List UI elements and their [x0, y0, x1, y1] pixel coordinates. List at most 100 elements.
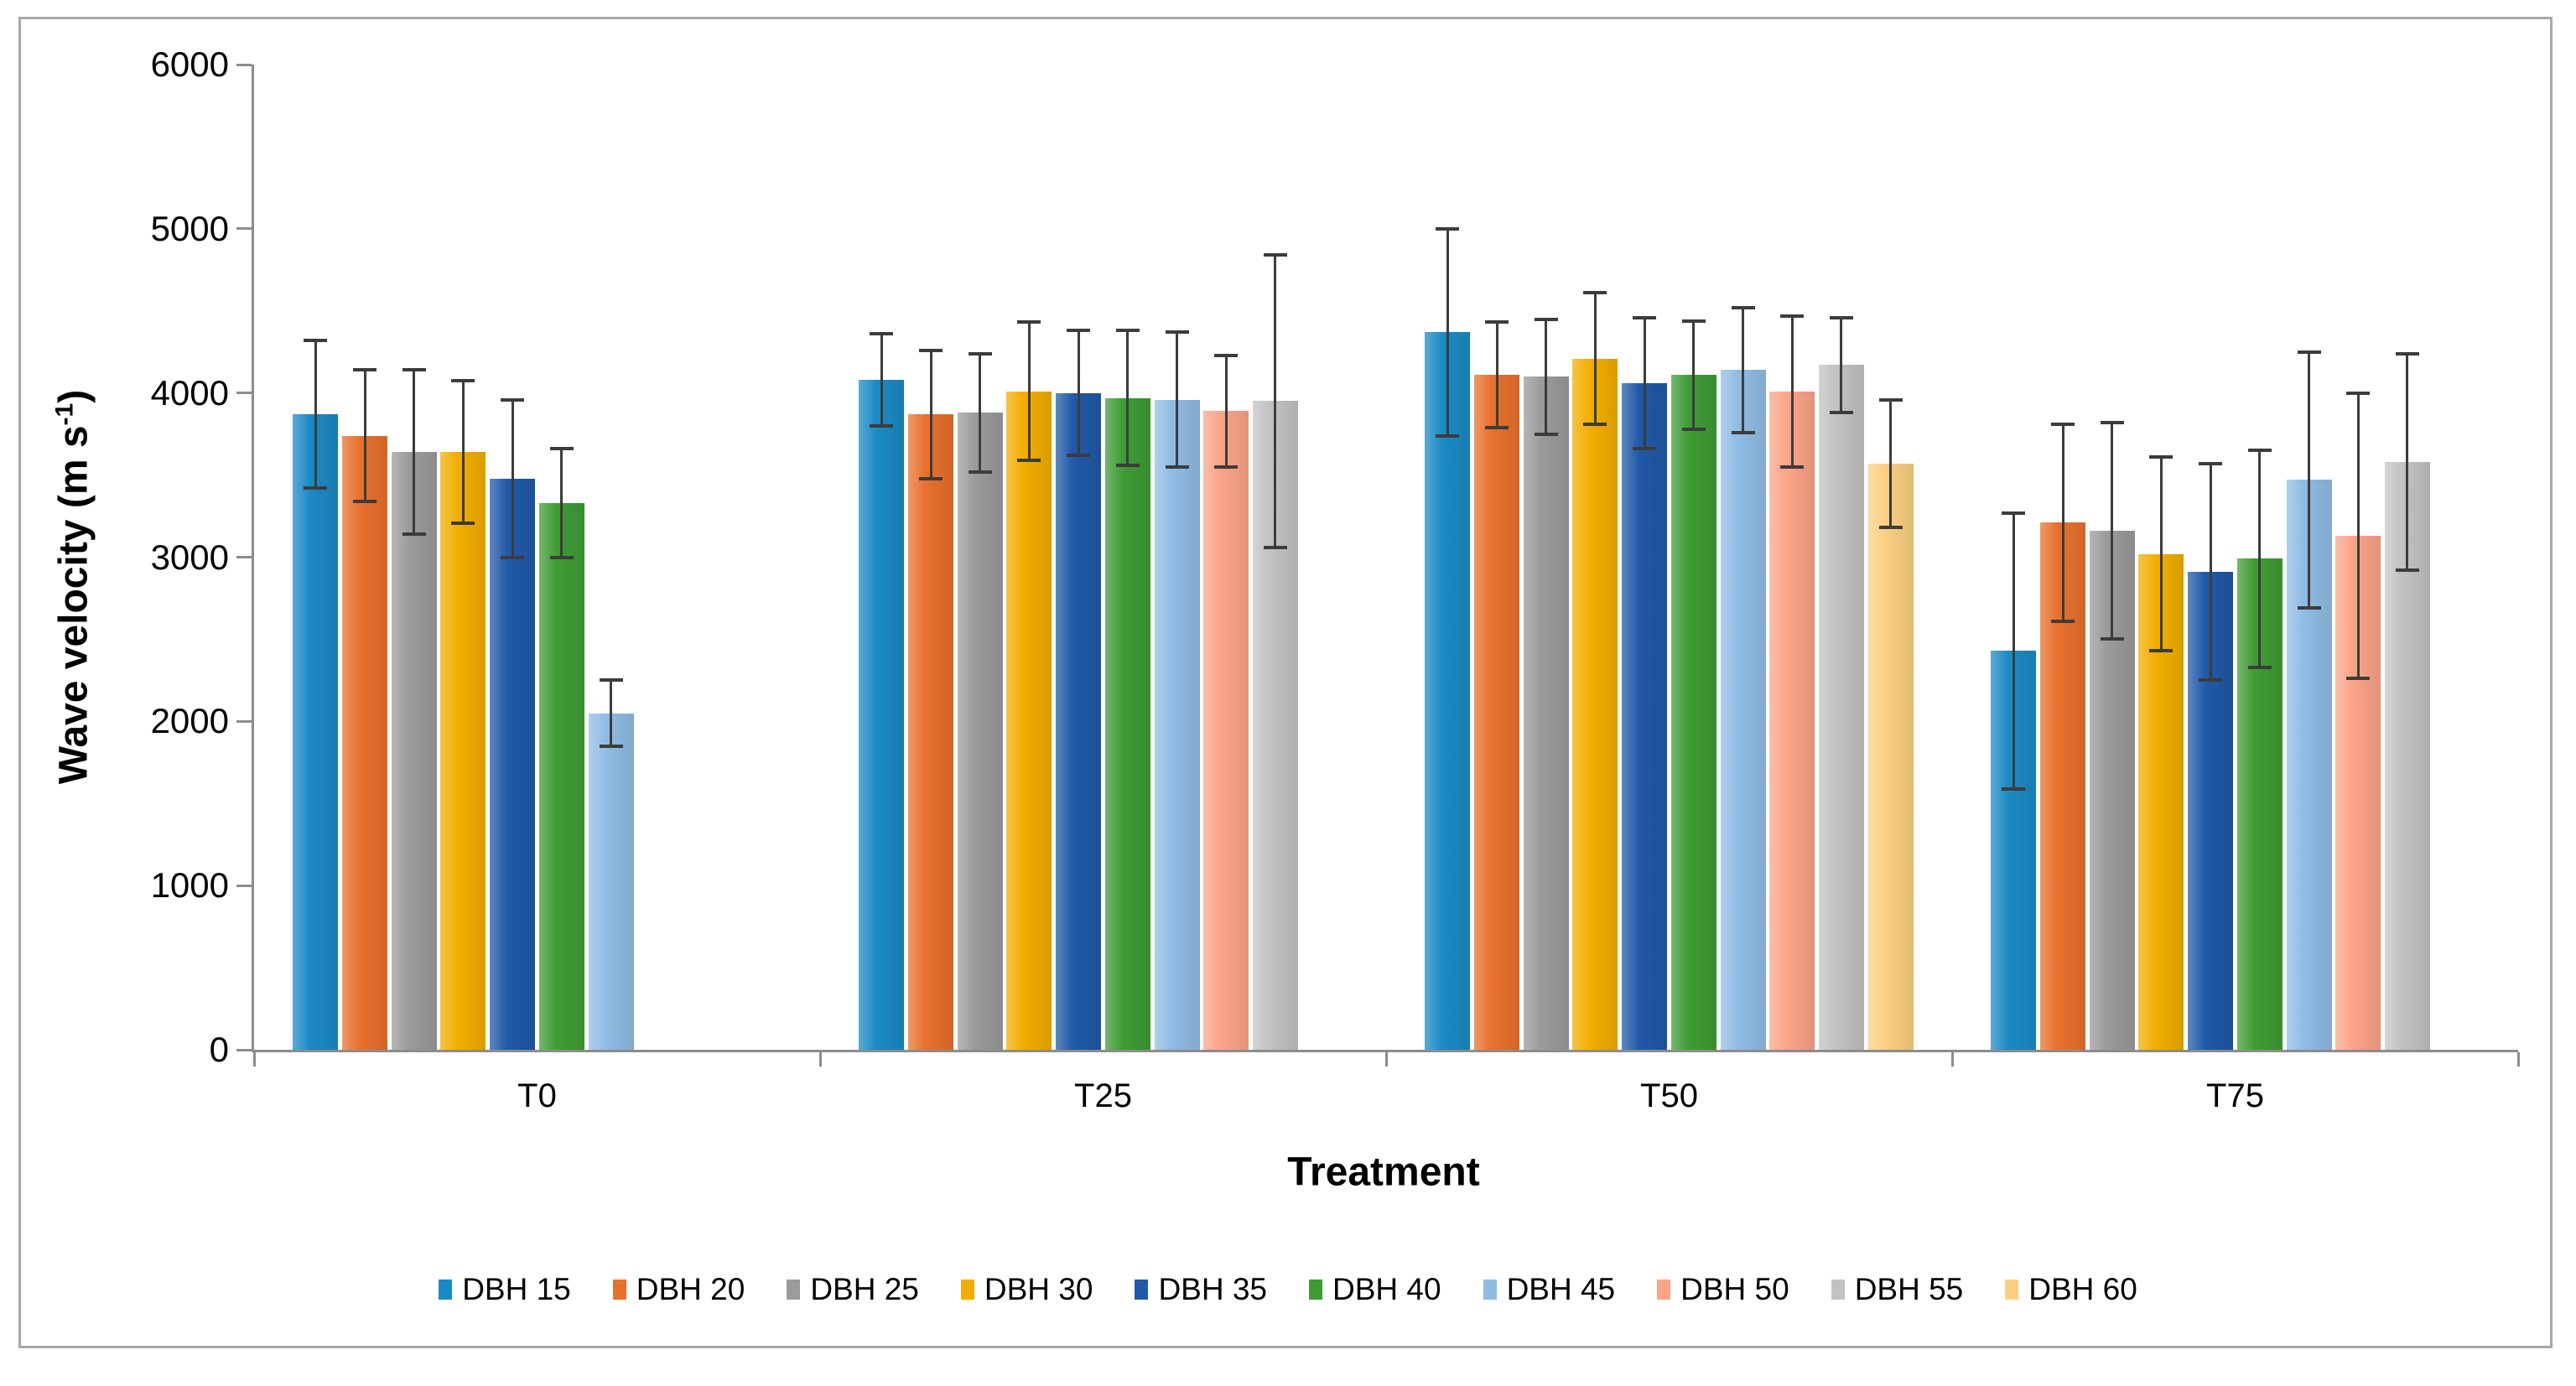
error-bar-cap-top	[1115, 329, 1140, 333]
legend-item-dbh-60: DBH 60	[2005, 1272, 2137, 1307]
error-bar	[461, 380, 465, 524]
error-bar	[1446, 228, 1449, 436]
error-bar	[2159, 457, 2163, 651]
bar-dbh-25-t50	[1523, 376, 1569, 1050]
error-bar-cap-bottom	[1878, 526, 1903, 530]
error-bar	[2308, 351, 2311, 609]
error-bar-cap-top	[1067, 329, 1091, 333]
legend-item-dbh-45: DBH 45	[1483, 1272, 1616, 1307]
bar-dbh-25-t0	[391, 452, 437, 1050]
error-bar-cap-top	[451, 378, 475, 382]
error-bar-cap-bottom	[1829, 411, 1853, 415]
legend-label: DBH 30	[984, 1272, 1093, 1306]
error-bar-cap-bottom	[968, 470, 992, 474]
error-bar	[610, 680, 613, 746]
legend-label: DBH 45	[1506, 1272, 1616, 1306]
error-bar-cap-bottom	[1436, 433, 1460, 438]
error-bar-cap-top	[2297, 350, 2321, 354]
legend-label: DBH 35	[1158, 1272, 1267, 1306]
x-axis-category-label: T50	[1640, 1077, 1698, 1114]
error-bar	[1545, 319, 1548, 434]
error-bar	[979, 353, 982, 472]
y-axis-tick-label: 4000	[150, 372, 229, 413]
error-bar-cap-top	[353, 368, 377, 372]
error-bar-cap-bottom	[402, 532, 426, 537]
error-bar-cap-bottom	[870, 423, 894, 428]
bar-dbh-40-t25	[1104, 397, 1150, 1050]
bar-dbh-25-t25	[957, 413, 1003, 1050]
bar-dbh-30-t25	[1006, 391, 1052, 1050]
y-axis-tick	[236, 884, 252, 887]
bar-dbh-35-t25	[1056, 392, 1102, 1050]
y-axis-tick-label: 1000	[150, 865, 229, 906]
bar-dbh-20-t25	[908, 414, 954, 1050]
error-bar-cap-top	[1780, 314, 1805, 318]
legend-swatch	[1657, 1280, 1671, 1300]
legend-item-dbh-35: DBH 35	[1135, 1272, 1267, 1307]
bar-dbh-15-t25	[859, 380, 905, 1050]
error-bar	[1790, 315, 1794, 467]
x-axis-category-label: T75	[2206, 1077, 2264, 1114]
error-bar-cap-bottom	[1115, 463, 1140, 467]
bar-dbh-40-t0	[538, 502, 584, 1050]
error-bar-cap-bottom	[1165, 465, 1189, 469]
legend-item-dbh-20: DBH 20	[612, 1272, 745, 1307]
bar-dbh-60-t50	[1867, 463, 1914, 1050]
x-axis-tick	[818, 1052, 822, 1067]
bar-dbh-45-t0	[588, 713, 634, 1050]
bar-dbh-45-t75	[2286, 480, 2332, 1050]
error-bar-cap-bottom	[1583, 422, 1607, 426]
legend-item-dbh-40: DBH 40	[1309, 1272, 1441, 1307]
error-bar-cap-bottom	[1534, 432, 1558, 436]
error-bar-cap-bottom	[599, 744, 623, 748]
bar-dbh-35-t0	[490, 478, 536, 1050]
error-bar-cap-top	[919, 348, 943, 352]
x-axis-tick	[1950, 1052, 1954, 1067]
error-bar-cap-bottom	[1681, 427, 1706, 431]
error-bar	[1692, 320, 1696, 429]
legend-item-dbh-15: DBH 15	[439, 1272, 571, 1307]
error-bar	[1126, 330, 1130, 465]
error-bar	[1889, 399, 1893, 528]
y-axis-tick	[236, 63, 252, 66]
error-bar-cap-top	[1731, 305, 1755, 309]
error-bar-cap-top	[1681, 319, 1706, 323]
x-axis-tick	[252, 1052, 256, 1067]
error-bar-cap-bottom	[2297, 606, 2321, 610]
legend-label: DBH 60	[2028, 1272, 2137, 1306]
error-bar-cap-bottom	[1780, 465, 1805, 469]
bar-dbh-45-t25	[1154, 399, 1200, 1050]
error-bar-cap-top	[2051, 422, 2075, 426]
error-bar-cap-top	[402, 368, 426, 372]
error-bar-cap-bottom	[2395, 568, 2419, 573]
bar-dbh-30-t50	[1572, 358, 1618, 1050]
error-bar	[1643, 317, 1646, 449]
error-bar-cap-bottom	[1067, 454, 1091, 458]
y-axis-title-superscript: -1	[50, 402, 79, 426]
error-bar-cap-top	[1017, 320, 1041, 324]
error-bar	[1027, 322, 1031, 460]
error-bar-cap-top	[501, 397, 525, 402]
error-bar	[1224, 355, 1228, 467]
error-bar-cap-top	[2346, 391, 2371, 395]
error-bar	[929, 350, 932, 479]
legend-swatch	[1831, 1280, 1845, 1300]
error-bar-cap-top	[1263, 253, 1287, 257]
error-bar-cap-bottom	[353, 499, 377, 503]
legend-swatch	[439, 1280, 453, 1300]
y-axis-title-close: )	[51, 389, 96, 403]
error-bar	[1495, 322, 1498, 428]
error-bar-cap-top	[2247, 449, 2272, 453]
error-bar-cap-top	[1829, 315, 1853, 319]
x-axis-category-label: T25	[1074, 1077, 1132, 1114]
y-axis-title: Wave velocity (m s-1)	[51, 390, 97, 784]
error-bar-cap-top	[2149, 455, 2174, 459]
legend-label: DBH 50	[1680, 1272, 1789, 1306]
error-bar	[2012, 512, 2015, 789]
bar-dbh-15-t50	[1425, 332, 1471, 1050]
legend-item-dbh-30: DBH 30	[960, 1272, 1093, 1307]
legend-item-dbh-25: DBH 25	[787, 1272, 919, 1307]
y-axis-tick	[236, 227, 252, 231]
error-bar-cap-bottom	[1633, 447, 1657, 451]
legend-swatch	[787, 1280, 801, 1300]
